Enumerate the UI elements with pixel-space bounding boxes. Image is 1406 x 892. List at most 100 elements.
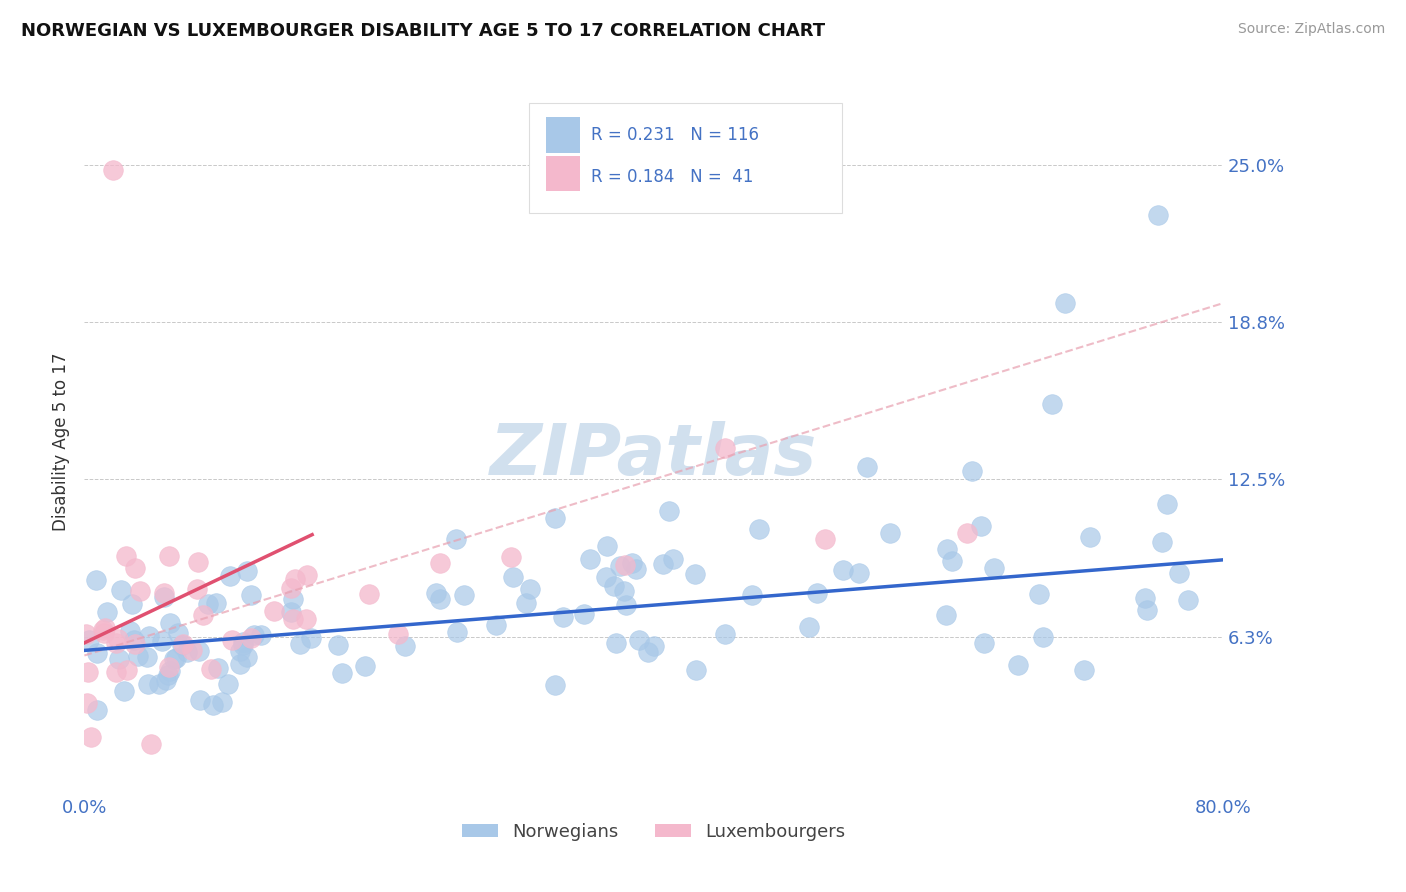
Point xyxy=(609,559,631,574)
Point xyxy=(714,441,737,455)
Point xyxy=(284,572,307,586)
Point xyxy=(814,532,837,546)
Point xyxy=(683,566,706,581)
Point xyxy=(280,605,302,619)
Point xyxy=(741,588,763,602)
Point xyxy=(150,633,173,648)
Point xyxy=(614,558,637,572)
Point xyxy=(77,633,100,648)
Point xyxy=(1150,535,1173,549)
Point xyxy=(973,636,995,650)
Point xyxy=(121,598,143,612)
Point xyxy=(232,635,254,649)
Point xyxy=(187,644,209,658)
Point xyxy=(969,519,991,533)
Point xyxy=(120,624,142,638)
Point xyxy=(620,556,643,570)
Point xyxy=(658,504,681,518)
Point xyxy=(138,629,160,643)
Point xyxy=(281,591,304,606)
Point xyxy=(155,673,177,687)
Point xyxy=(797,620,820,634)
Point xyxy=(661,552,683,566)
Point xyxy=(159,615,181,630)
Point xyxy=(217,676,239,690)
Point xyxy=(294,611,316,625)
Point xyxy=(578,552,600,566)
Point xyxy=(105,636,128,650)
Point xyxy=(429,592,451,607)
Point xyxy=(204,596,226,610)
Point xyxy=(295,568,318,582)
Point xyxy=(153,590,176,604)
Point xyxy=(637,645,659,659)
Point xyxy=(91,624,114,638)
Point xyxy=(848,566,870,581)
Point xyxy=(387,626,409,640)
Point xyxy=(159,664,181,678)
Point xyxy=(172,637,194,651)
Point xyxy=(572,607,595,622)
Point xyxy=(685,663,707,677)
Point xyxy=(330,665,353,680)
Point xyxy=(163,652,186,666)
Point xyxy=(983,560,1005,574)
Point xyxy=(127,649,149,664)
Point xyxy=(643,640,665,654)
Point xyxy=(148,677,170,691)
Point xyxy=(288,637,311,651)
Point xyxy=(1133,591,1156,605)
Point xyxy=(110,583,132,598)
Point xyxy=(240,588,263,602)
Point xyxy=(167,625,190,640)
Point xyxy=(186,555,208,569)
Point xyxy=(429,556,451,570)
FancyBboxPatch shape xyxy=(546,156,579,192)
Point xyxy=(240,631,263,645)
Point xyxy=(165,651,187,665)
Point xyxy=(172,638,194,652)
Point xyxy=(112,684,135,698)
Point xyxy=(502,570,524,584)
Text: ZIPatlas: ZIPatlas xyxy=(491,421,817,490)
Point xyxy=(229,657,252,671)
Point xyxy=(624,562,647,576)
Point xyxy=(353,659,375,673)
Point xyxy=(614,598,637,612)
Point xyxy=(748,522,770,536)
Point xyxy=(80,731,103,745)
Point xyxy=(551,610,574,624)
Point xyxy=(596,540,619,554)
FancyBboxPatch shape xyxy=(529,103,842,212)
Point xyxy=(93,626,115,640)
Point xyxy=(936,541,959,556)
Point xyxy=(115,549,138,564)
Point xyxy=(485,617,508,632)
Text: NORWEGIAN VS LUXEMBOURGER DISABILITY AGE 5 TO 17 CORRELATION CHART: NORWEGIAN VS LUXEMBOURGER DISABILITY AGE… xyxy=(21,22,825,40)
Point xyxy=(228,644,250,658)
Point xyxy=(197,597,219,611)
Point xyxy=(1136,603,1159,617)
Point xyxy=(613,584,636,599)
Point xyxy=(453,588,475,602)
Y-axis label: Disability Age 5 to 17: Disability Age 5 to 17 xyxy=(52,352,70,531)
Point xyxy=(714,626,737,640)
Point xyxy=(124,560,146,574)
Point xyxy=(191,607,214,622)
Point xyxy=(190,692,212,706)
Point xyxy=(243,628,266,642)
Point xyxy=(117,663,139,677)
Point xyxy=(124,637,146,651)
Point xyxy=(595,570,617,584)
Point xyxy=(515,595,537,609)
Point xyxy=(76,665,98,679)
Point xyxy=(207,661,229,675)
Point xyxy=(153,586,176,600)
Point xyxy=(129,584,152,599)
Point xyxy=(956,526,979,541)
Point xyxy=(186,582,208,597)
Point xyxy=(76,696,98,710)
Point xyxy=(328,638,350,652)
Point xyxy=(652,557,675,571)
Point xyxy=(283,612,305,626)
